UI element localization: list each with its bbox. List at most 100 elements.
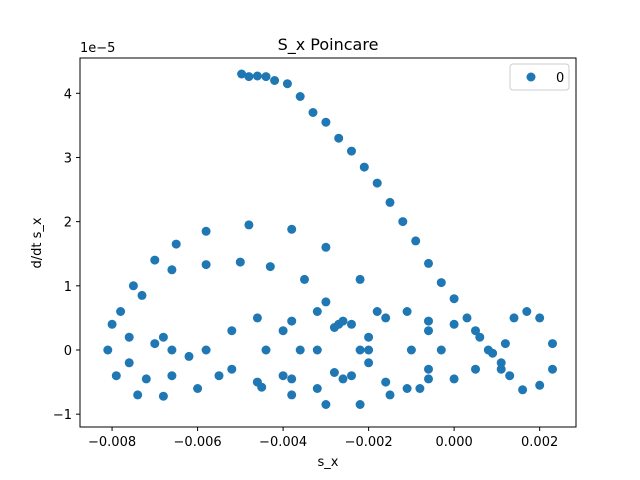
scatter-point bbox=[415, 384, 425, 393]
scatter-point bbox=[462, 313, 472, 323]
scatter-point bbox=[171, 239, 181, 249]
scatter-point bbox=[355, 345, 365, 355]
scatter-point bbox=[347, 371, 356, 381]
scatter-point bbox=[364, 358, 374, 368]
scatter-point bbox=[278, 326, 288, 336]
scatter-point bbox=[509, 313, 519, 323]
x-tick-label: −0.006 bbox=[174, 435, 222, 450]
scatter-point bbox=[201, 345, 211, 355]
scatter-point bbox=[312, 384, 322, 393]
scatter-point bbox=[424, 316, 433, 326]
scatter-point bbox=[184, 351, 194, 361]
scatter-point bbox=[312, 307, 322, 316]
scatter-point bbox=[300, 274, 309, 284]
scatter-point bbox=[449, 294, 459, 304]
scatter-point bbox=[308, 108, 318, 117]
scatter-point bbox=[103, 345, 113, 355]
scatter-point bbox=[321, 117, 331, 127]
scatter-point bbox=[278, 371, 288, 381]
scatter-point bbox=[471, 364, 480, 374]
scatter-point bbox=[237, 69, 247, 79]
scatter-point bbox=[252, 313, 262, 323]
scatter-point bbox=[424, 326, 433, 336]
scatter-point bbox=[227, 364, 237, 374]
scatter-point bbox=[193, 384, 203, 393]
scatter-point bbox=[381, 377, 391, 387]
scatter-point bbox=[124, 358, 134, 368]
scatter-point bbox=[214, 371, 224, 381]
scatter-point bbox=[141, 374, 151, 384]
scatter-point bbox=[548, 364, 557, 374]
y-tick-label: 4 bbox=[64, 87, 72, 102]
scatter-point bbox=[321, 297, 331, 307]
x-tick-label: −0.002 bbox=[345, 435, 393, 450]
scatter-point bbox=[321, 400, 331, 409]
y-axis-ticks: −1 0 1 2 3 4 bbox=[53, 87, 80, 423]
y-tick-label: 1 bbox=[64, 280, 72, 295]
scatter-point bbox=[424, 374, 433, 384]
scatter-point bbox=[505, 371, 515, 381]
scatter-point bbox=[402, 384, 412, 393]
x-tick-label: −0.004 bbox=[259, 435, 307, 450]
scatter-point bbox=[402, 307, 412, 316]
scatter-point bbox=[287, 374, 297, 384]
scatter-point bbox=[372, 178, 382, 188]
legend-marker bbox=[526, 72, 536, 82]
scatter-point bbox=[496, 364, 506, 374]
scatter-point bbox=[270, 76, 280, 85]
scatter-point bbox=[235, 257, 245, 267]
scatter-point bbox=[364, 345, 374, 355]
scatter-point bbox=[137, 290, 147, 300]
x-tick-label: 0.000 bbox=[436, 435, 473, 450]
scatter-point bbox=[252, 377, 262, 387]
scatter-point bbox=[321, 242, 331, 252]
scatter-point bbox=[201, 260, 211, 270]
scatter-point bbox=[475, 332, 485, 342]
scatter-point bbox=[518, 385, 528, 395]
scatter-point bbox=[295, 92, 305, 101]
scatter-point bbox=[261, 345, 271, 355]
y-tick-label: 0 bbox=[64, 344, 72, 359]
legend-label: 0 bbox=[556, 71, 564, 86]
axes-frame bbox=[79, 57, 577, 428]
x-tick-label: −0.008 bbox=[88, 435, 136, 450]
scatter-point bbox=[535, 380, 545, 390]
scatter-point bbox=[338, 374, 348, 384]
scatter-point bbox=[471, 326, 480, 336]
y-offset-text: 1e−5 bbox=[80, 41, 115, 56]
scatter-point bbox=[128, 281, 138, 291]
scatter-point bbox=[244, 72, 254, 82]
scatter-point bbox=[158, 332, 168, 342]
scatter-point bbox=[385, 390, 395, 400]
scatter-point bbox=[347, 319, 356, 329]
x-tick-label: 0.002 bbox=[521, 435, 558, 450]
scatter-point bbox=[265, 262, 275, 272]
scatter-point bbox=[522, 307, 532, 316]
y-tick-label: 3 bbox=[64, 151, 72, 166]
x-axis-label: s_x bbox=[318, 455, 339, 470]
scatter-point bbox=[261, 72, 271, 82]
scatter-point bbox=[287, 390, 297, 400]
scatter-point bbox=[329, 323, 339, 332]
scatter-point bbox=[295, 345, 305, 355]
scatter-point bbox=[252, 71, 262, 81]
scatter-point bbox=[107, 319, 117, 329]
scatter-point bbox=[287, 316, 297, 326]
legend-box bbox=[509, 63, 570, 91]
scatter-series-layer bbox=[103, 69, 557, 409]
scatter-point bbox=[436, 345, 446, 355]
scatter-point bbox=[364, 332, 374, 342]
scatter-point bbox=[167, 371, 177, 381]
scatter-point bbox=[500, 339, 510, 349]
scatter-point bbox=[381, 313, 391, 323]
scatter-point bbox=[111, 371, 121, 381]
scatter-point bbox=[548, 339, 557, 349]
scatter-point bbox=[496, 358, 506, 368]
scatter-point bbox=[124, 332, 134, 342]
y-tick-label: 2 bbox=[64, 216, 72, 231]
legend: 0 bbox=[509, 63, 570, 91]
x-axis-ticks: −0.008 −0.006 −0.004 −0.002 0.000 0.002 bbox=[88, 427, 558, 450]
scatter-point bbox=[167, 345, 177, 355]
scatter-point bbox=[227, 326, 237, 336]
